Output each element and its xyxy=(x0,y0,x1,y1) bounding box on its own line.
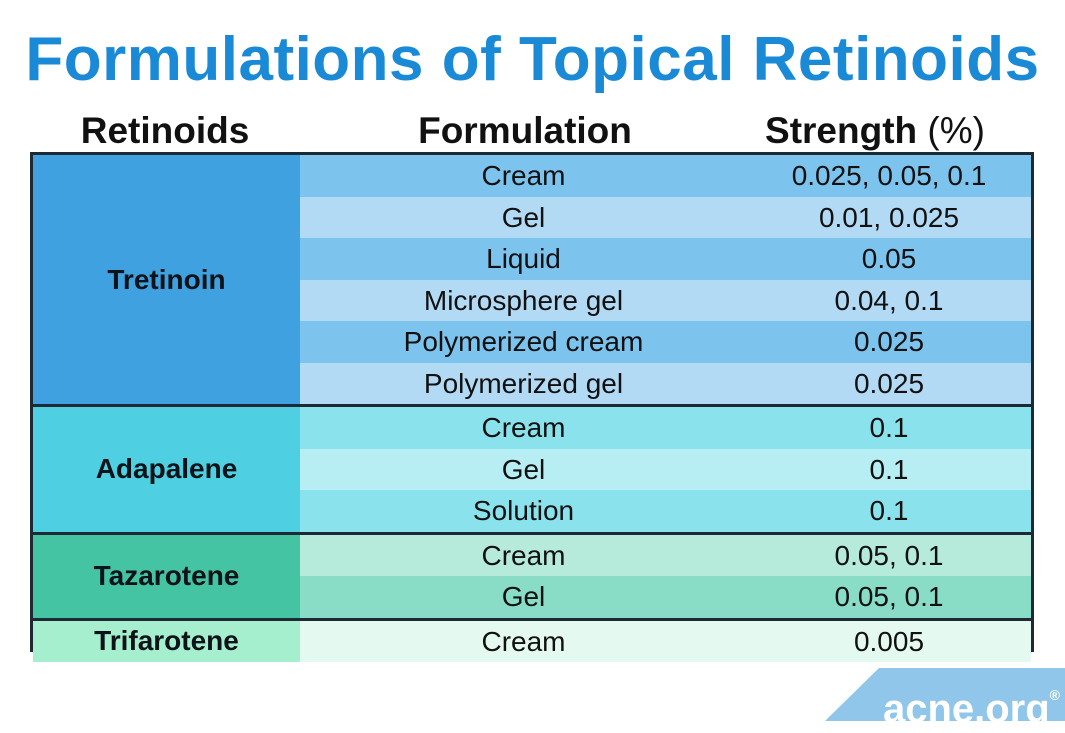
table-row: Gel 0.05, 0.1 xyxy=(300,576,1031,618)
table-row: Gel 0.01, 0.025 xyxy=(300,196,1031,238)
formulation-cell: Cream xyxy=(481,539,566,571)
table-row: Polymerized gel 0.025 xyxy=(300,362,1031,404)
retinoid-name: Trifarotene xyxy=(33,620,300,662)
column-header-formulation: Formulation xyxy=(418,110,632,151)
table-row: Solution 0.1 xyxy=(300,490,1031,532)
brand-logo[interactable]: acne.org® xyxy=(882,687,1060,731)
table-row: Polymerized cream 0.025 xyxy=(300,321,1031,363)
table-row: Liquid 0.05 xyxy=(300,238,1031,280)
formulation-cell: Liquid xyxy=(486,243,561,274)
formulation-cell: Solution xyxy=(472,495,575,526)
strength-cell: 0.01, 0.025 xyxy=(818,201,960,233)
column-header-retinoids: Retinoids xyxy=(80,110,250,151)
strength-unit: (%) xyxy=(927,110,985,151)
formulation-cell: Gel xyxy=(501,453,546,485)
column-header-strength: Strength (%) xyxy=(710,108,1040,154)
strength-cell: 0.1 xyxy=(869,453,909,485)
group-tretinoin: Tretinoin Cream 0.025, 0.05, 0.1 Gel 0.01, 0… xyxy=(33,155,1031,404)
strength-cell: 0.05 xyxy=(861,243,917,274)
strength-cell: 0.025 xyxy=(853,326,925,357)
strength-cell: 0.05, 0.1 xyxy=(834,539,944,571)
table-row: Cream 0.1 xyxy=(300,407,1031,449)
retinoid-name: Adapalene xyxy=(33,407,300,532)
strength-cell: 0.005 xyxy=(853,625,925,657)
formulation-cell: Gel xyxy=(501,581,546,612)
table-row: Cream 0.025, 0.05, 0.1 xyxy=(300,155,1031,197)
group-adapalene: Adapalene Cream 0.1 Gel 0.1 Solution 0.1 xyxy=(33,404,1031,532)
strength-cell: 0.04, 0.1 xyxy=(834,284,944,316)
table-row: Gel 0.1 xyxy=(300,448,1031,490)
table-row: Cream 0.05, 0.1 xyxy=(300,534,1031,576)
strength-cell: 0.025, 0.05, 0.1 xyxy=(791,160,987,191)
strength-cell: 0.1 xyxy=(869,412,909,443)
strength-cell: 0.1 xyxy=(869,495,909,526)
formulation-cell: Polymerized gel xyxy=(423,367,624,399)
retinoid-table: Tretinoin Cream 0.025, 0.05, 0.1 Gel 0.01, 0… xyxy=(30,152,1034,662)
formulation-cell: Polymerized cream xyxy=(403,326,644,357)
retinoid-name: Tazarotene xyxy=(33,534,300,618)
page-title: Formulations of Topical Retinoids xyxy=(25,25,1040,94)
strength-cell: 0.025 xyxy=(853,367,925,399)
strength-label: Strength xyxy=(765,110,918,151)
group-tazarotene: Tazarotene Cream 0.05, 0.1 Gel 0.05, 0.1 xyxy=(33,531,1031,618)
retinoid-name: Tretinoin xyxy=(33,155,300,404)
formulation-cell: Cream xyxy=(481,160,566,191)
formulation-cell: Microsphere gel xyxy=(423,284,624,316)
group-trifarotene: Trifarotene Cream 0.005 xyxy=(33,617,1031,662)
formulation-cell: Cream xyxy=(481,625,566,657)
table-row: Microsphere gel 0.04, 0.1 xyxy=(300,279,1031,321)
formulation-cell: Cream xyxy=(481,412,566,443)
table-row: Cream 0.005 xyxy=(300,620,1031,662)
formulation-cell: Gel xyxy=(501,201,546,233)
strength-cell: 0.05, 0.1 xyxy=(834,581,944,612)
